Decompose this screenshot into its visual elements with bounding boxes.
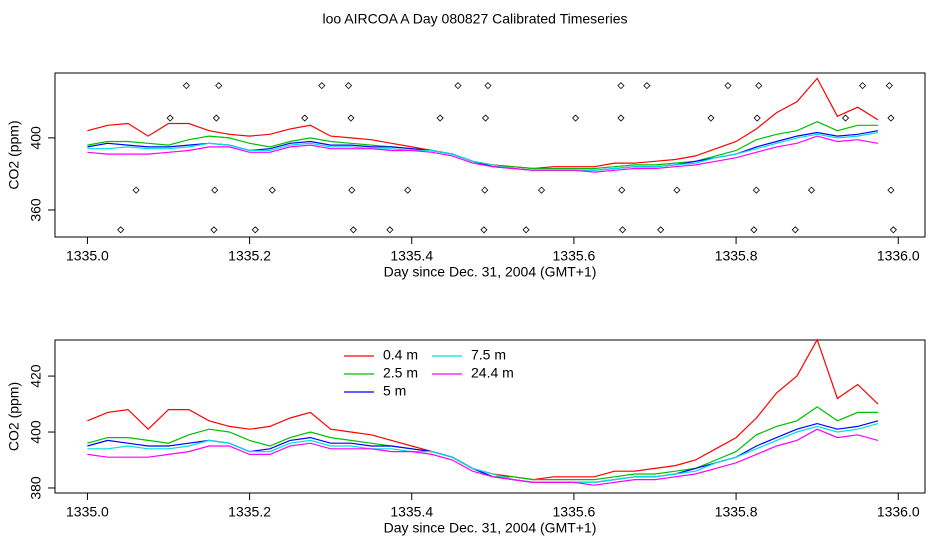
flag-point (481, 114, 490, 122)
flag-point (344, 82, 353, 90)
x-tick-label: 1335.0 (66, 504, 109, 520)
flag-point (619, 226, 627, 234)
flag-point (724, 82, 732, 90)
flag-point (347, 114, 355, 122)
flag-point (166, 114, 174, 122)
flag-point (859, 82, 867, 90)
flag-point (301, 114, 309, 122)
flag-point (480, 226, 488, 234)
legend-label: 0.4 m (383, 347, 418, 363)
x-tick-label: 1335.6 (553, 504, 596, 520)
flag-point (484, 82, 492, 90)
flag-point (268, 186, 276, 194)
flag-point (643, 82, 651, 90)
flag-point (211, 186, 219, 194)
y-axis-label: CO2 (ppm) (6, 382, 22, 451)
legend-label: 7.5 m (471, 347, 506, 363)
flag-point (571, 114, 580, 122)
flag-point (132, 186, 140, 194)
x-tick-label: 1335.8 (715, 248, 758, 264)
y-tick-label: 420 (28, 364, 44, 388)
x-tick-label: 1336.0 (877, 248, 920, 264)
flag-point (212, 114, 220, 122)
flag-point (617, 82, 625, 90)
flag-point (386, 226, 394, 234)
legend-label: 2.5 m (383, 365, 418, 381)
flag-point (750, 226, 758, 234)
flag-point (753, 114, 761, 122)
figure-title: loo AIRCOA A Day 080827 Calibrated Times… (322, 11, 627, 27)
flag-point (673, 186, 681, 194)
flag-point (251, 226, 259, 234)
y-tick-label: 400 (28, 420, 44, 444)
flag-point (318, 82, 326, 90)
flag-point (618, 186, 626, 194)
plot-frame (54, 72, 926, 238)
x-tick-label: 1335.2 (228, 504, 271, 520)
series-line (87, 131, 879, 171)
flag-point (481, 186, 489, 194)
flag-point (889, 226, 897, 234)
y-tick-label: 360 (28, 198, 44, 222)
flag-point (117, 226, 125, 234)
flag-point (522, 226, 530, 234)
flag-point (657, 226, 665, 234)
y-axis-label: CO2 (ppm) (6, 120, 22, 189)
x-tick-label: 1335.6 (553, 248, 596, 264)
series-line (87, 428, 879, 486)
x-tick-label: 1335.2 (228, 248, 271, 264)
x-tick-label: 1335.8 (715, 504, 758, 520)
flag-point (887, 186, 895, 194)
flag-point (887, 114, 895, 122)
x-tick-label: 1335.0 (66, 248, 109, 264)
y-tick-label: 380 (28, 476, 44, 500)
flag-point (454, 82, 462, 90)
flag-point (617, 114, 625, 122)
flag-point (182, 82, 190, 90)
x-tick-label: 1335.4 (390, 248, 433, 264)
flag-point (752, 186, 760, 194)
flag-point (755, 82, 763, 90)
x-tick-label: 1336.0 (877, 504, 920, 520)
flag-point (348, 186, 356, 194)
series-line (87, 135, 879, 173)
flag-point (807, 186, 816, 194)
x-axis-label: Day since Dec. 31, 2004 (GMT+1) (384, 264, 597, 280)
x-axis-label: Day since Dec. 31, 2004 (GMT+1) (384, 520, 597, 536)
flag-point (215, 82, 223, 90)
x-tick-label: 1335.4 (390, 504, 433, 520)
y-tick-label: 400 (28, 126, 44, 150)
flag-point (210, 226, 218, 234)
series-line (87, 423, 879, 483)
flag-point (537, 186, 546, 194)
flag-point (791, 226, 799, 234)
flag-point (707, 114, 715, 122)
flag-point (436, 114, 444, 122)
flag-point (349, 226, 357, 234)
flag-point (885, 82, 893, 90)
flag-point (404, 186, 412, 194)
legend-label: 24.4 m (471, 365, 514, 381)
flag-point (841, 114, 850, 122)
legend-label: 5 m (383, 383, 406, 399)
plot-frame (54, 339, 926, 494)
